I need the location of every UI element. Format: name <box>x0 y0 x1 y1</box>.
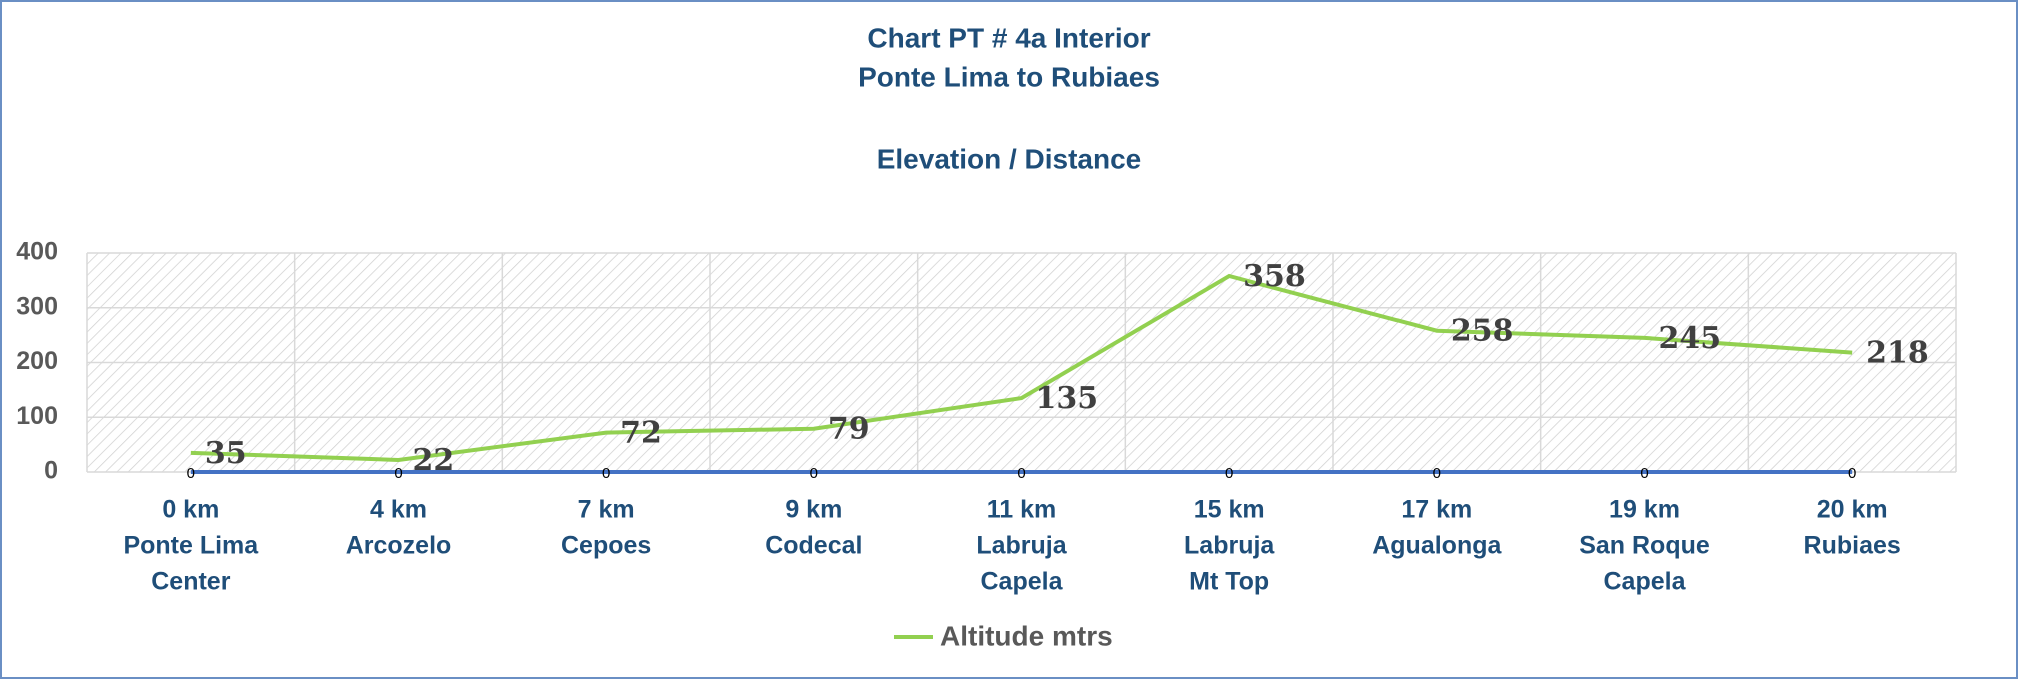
data-label: 0 <box>187 465 195 482</box>
y-tick-label: 400 <box>16 238 58 266</box>
data-label: 0 <box>1017 465 1025 482</box>
x-tick-label: 9 km <box>785 496 842 524</box>
x-tick-label: 11 km <box>987 496 1057 524</box>
data-label: 0 <box>602 465 610 482</box>
y-tick-label: 300 <box>16 292 58 320</box>
x-tick-label: Capela <box>981 568 1064 596</box>
y-tick-label: 100 <box>16 402 58 430</box>
x-tick-label: Labruja <box>1184 532 1275 560</box>
x-tick-label: San Roque <box>1579 532 1710 560</box>
x-tick-label: Agualonga <box>1372 532 1502 560</box>
chart-title: Chart PT # 4a Interior <box>867 22 1150 53</box>
data-label: 79 <box>828 412 870 447</box>
data-label: 358 <box>1243 259 1306 294</box>
line-series <box>190 273 1853 462</box>
x-tick-label: Arcozelo <box>346 532 452 560</box>
x-tick-label: 20 km <box>1817 496 1888 524</box>
data-label: 258 <box>1451 314 1514 349</box>
y-tick-label: 200 <box>16 347 58 375</box>
x-tick-label: Capela <box>1604 568 1687 596</box>
data-label: 0 <box>394 465 402 482</box>
data-label: 245 <box>1659 321 1722 356</box>
data-label: 0 <box>1640 465 1648 482</box>
x-tick-label: 17 km <box>1401 496 1472 524</box>
x-tick-label: Center <box>151 568 230 596</box>
x-tick-label: Cepoes <box>561 532 651 560</box>
data-label: 0 <box>1433 465 1441 482</box>
x-tick-label: Mt Top <box>1189 568 1269 596</box>
legend-label: Altitude mtrs <box>940 620 1113 651</box>
data-label: 72 <box>620 416 662 451</box>
x-tick-label: Labruja <box>976 532 1067 560</box>
data-label: 0 <box>810 465 818 482</box>
data-label: 218 <box>1866 336 1929 371</box>
data-label: 35 <box>205 436 247 471</box>
x-tick-label: 0 km <box>162 496 219 524</box>
x-tick-label: 15 km <box>1194 496 1265 524</box>
data-label: 0 <box>1225 465 1233 482</box>
data-label: 0 <box>1848 465 1856 482</box>
x-tick-label: 7 km <box>578 496 635 524</box>
x-tick-label: Rubiaes <box>1804 532 1901 560</box>
y-tick-label: 0 <box>44 457 58 485</box>
data-label: 135 <box>1036 381 1099 416</box>
x-tick-label: 19 km <box>1609 496 1680 524</box>
x-tick-label: 4 km <box>370 496 427 524</box>
chart-title: Ponte Lima to Rubiaes <box>858 61 1160 92</box>
x-tick-label: Codecal <box>765 532 862 560</box>
chart-subtitle: Elevation / Distance <box>877 143 1142 174</box>
x-tick-label: Ponte Lima <box>123 532 259 560</box>
